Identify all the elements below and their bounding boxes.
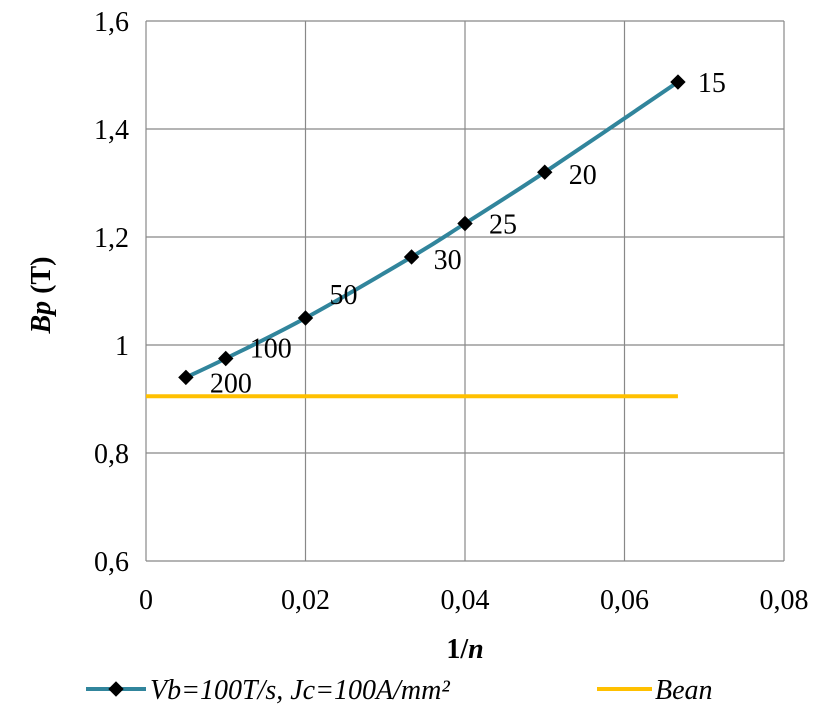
x-tick-label: 0,04 — [441, 585, 490, 616]
y-tick-labels: 0,6 0,8 1 1,2 1,4 1,6 — [94, 7, 129, 578]
x-tick-label: 0,06 — [600, 585, 649, 616]
x-tick-label: 0,02 — [281, 585, 330, 616]
legend-label-vb: Vb=100T/s, Jc=100A/mm² — [150, 675, 450, 705]
data-point-marker — [178, 369, 194, 386]
y-axis-title: Bp (T) — [26, 256, 57, 334]
y-tick-label: 1,4 — [94, 115, 129, 146]
x-tick-label: 0 — [139, 585, 153, 616]
data-point-label: 20 — [569, 160, 597, 191]
data-point-marker — [297, 310, 314, 326]
y-tick-label: 1,2 — [94, 223, 129, 254]
legend: Vb=100T/s, Jc=100A/mm² Bean — [86, 675, 713, 705]
data-point-label: 200 — [210, 368, 252, 399]
gridlines — [145, 20, 785, 562]
data-point-marker — [537, 164, 553, 180]
data-point-marker — [670, 74, 686, 90]
y-tick-label: 0,8 — [94, 439, 129, 470]
data-point-marker — [403, 249, 420, 265]
y-tick-label: 1,6 — [94, 7, 129, 38]
y-tick-label: 0,6 — [94, 547, 129, 578]
data-point-label: 15 — [698, 68, 726, 99]
legend-label-bean: Bean — [655, 675, 713, 705]
data-point-marker — [457, 215, 473, 232]
data-point-marker — [218, 350, 234, 367]
data-point-label: 25 — [489, 210, 517, 241]
y-axis-title-rest: (T) — [26, 256, 57, 300]
legend-swatch-marker-vb — [108, 681, 124, 697]
x-tick-label: 0,08 — [760, 585, 809, 616]
data-point-label: 100 — [250, 334, 292, 365]
series-layer — [146, 74, 686, 399]
data-point-label: 50 — [330, 280, 358, 311]
x-axis-title: 1/n — [446, 634, 483, 665]
y-tick-label: 1 — [115, 331, 129, 362]
x-axis-title-main: 1/ — [446, 634, 469, 665]
data-point-label: 30 — [434, 245, 462, 276]
y-axis-title-italic: Bp — [26, 301, 57, 335]
x-axis-title-italic: n — [468, 634, 484, 665]
x-tick-labels: 0 0,02 0,04 0,06 0,08 — [139, 585, 809, 616]
